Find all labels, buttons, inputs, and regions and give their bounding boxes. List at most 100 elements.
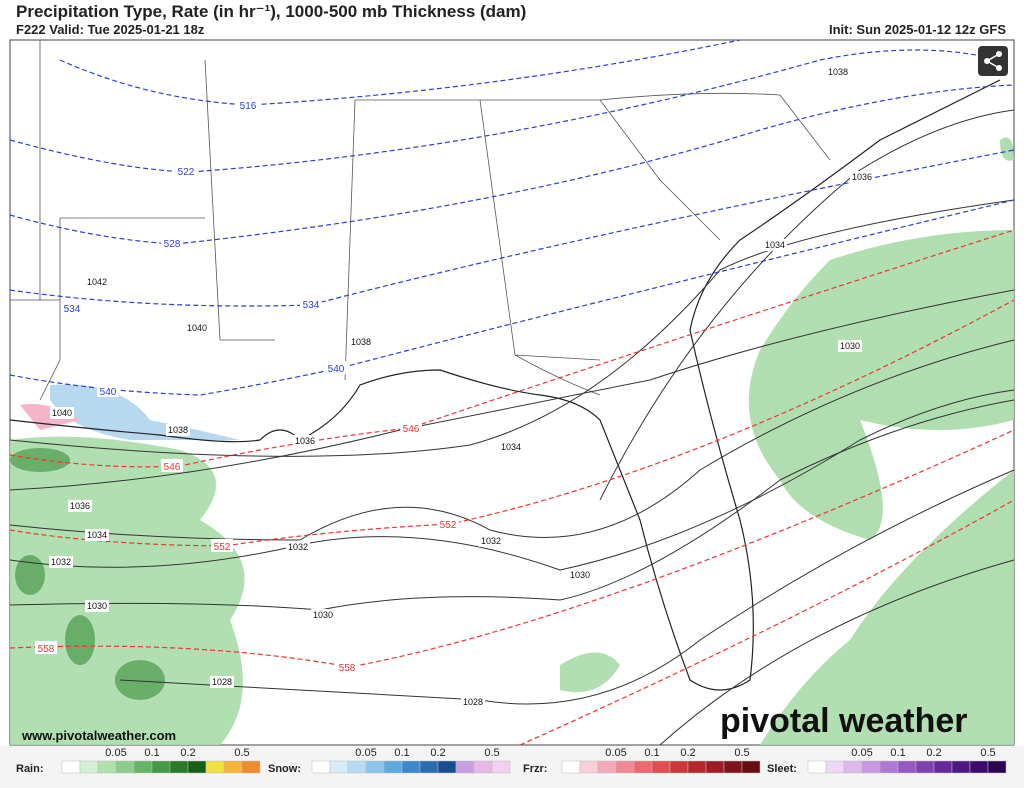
legend-tick: 0.5 [980,747,995,759]
legend-swatch [633,760,653,774]
legend-tick: 0.2 [180,747,195,759]
label-bg [479,535,503,547]
thickness-label: 540 [328,364,345,375]
thickness-label: 546 [164,462,181,473]
legend-name: Frzr: [523,763,547,775]
label-bg [166,424,190,436]
legend-swatch [491,760,511,774]
legend-swatch [187,760,207,774]
thickness-label: 540 [100,387,117,398]
label-bg [61,301,83,314]
legend-name: Sleet: [767,763,797,775]
pressure-label: 1036 [70,501,90,511]
pressure-label: 1038 [168,425,188,435]
legend: Rain: 0.05 0.1 0.2 0.5 Snow: 0.05 0.1 0.2 0.5 Frzr… [0,746,1024,788]
rain-area [748,230,1014,540]
pressure-label: 1034 [765,240,785,250]
rain-area [10,436,245,745]
label-bg [850,171,874,183]
legend-tick: 0.1 [144,747,159,759]
label-bg [85,600,109,612]
legend-name: Snow: [268,763,301,775]
legend-swatch [383,760,403,774]
pressure-label: 1030 [87,601,107,611]
label-bg [50,407,74,419]
legend-swatch [347,760,367,774]
label-bg [161,459,183,472]
legend-tick: 0.1 [890,747,905,759]
legend-swatch [419,760,439,774]
label-bg [35,641,57,654]
legend-tick: 0.2 [430,747,445,759]
pressure-label: 1030 [570,570,590,580]
thickness-label: 522 [178,167,195,178]
legend-swatch [223,760,243,774]
legend-swatch [473,760,493,774]
legend-swatch [579,760,599,774]
thickness-label: 558 [339,663,356,674]
pressure-label: 1030 [313,610,333,620]
legend-swatch [861,760,881,774]
legend-name: Rain: [16,763,44,775]
legend-swatch [79,760,99,774]
legend-swatch [723,760,743,774]
rain-area [760,470,1014,745]
legend-tick: 0.05 [605,747,626,759]
legend-swatch [843,760,863,774]
label-bg [763,239,787,251]
pressure-label: 1028 [212,677,232,687]
title: Precipitation Type, Rate (in hr⁻¹), 1000… [16,2,527,21]
legend-swatch [97,760,117,774]
legend-swatch [879,760,899,774]
label-bg [161,236,183,249]
label-bg [838,340,862,352]
legend-swatch [987,760,1007,774]
legend-tick: 0.1 [644,747,659,759]
rain-area [560,652,620,693]
pressure-label: 1036 [295,436,315,446]
legend-swatch [205,760,225,774]
thickness-label: 528 [164,239,181,250]
legend-swatch [311,760,331,774]
pressure-label: 1030 [840,341,860,351]
legend-swatch [561,760,581,774]
legend-swatch [969,760,989,774]
pressure-label: 1034 [87,530,107,540]
legend-swatch [951,760,971,774]
heavy-rain [10,448,165,700]
pressure-label: 1038 [351,337,371,347]
valid-time: F222 Valid: Tue 2025-01-21 18z [16,22,205,37]
pressure-label: 1028 [463,697,483,707]
label-bg [85,276,109,288]
label-bg [437,517,459,530]
legend-tick: 0.5 [484,747,499,759]
label-bg [293,435,317,447]
share-button[interactable] [978,46,1008,76]
pressure-label: 1040 [187,323,207,333]
label-bg [499,441,523,453]
legend-swatch [437,760,457,774]
legend-tick: 0.5 [734,747,749,759]
label-bg [185,322,209,334]
legend-swatch [455,760,475,774]
label-bg [349,336,373,348]
pressure-label: 1032 [481,536,501,546]
label-bg [85,529,109,541]
legend-tick: 0.05 [851,747,872,759]
label-bg [49,556,73,568]
legend-swatch [705,760,725,774]
thickness-label: 546 [403,424,420,435]
pressure-label: 1034 [501,442,521,452]
thickness-label: 534 [303,300,320,311]
thickness-label: 534 [64,304,81,315]
legend-swatch [169,760,189,774]
pressure-label: 1042 [87,277,107,287]
legend-tick: 0.1 [394,747,409,759]
legend-swatch [151,760,171,774]
precip-areas [10,137,1014,745]
thickness-label: 558 [38,644,55,655]
legend-tick: 0.2 [926,747,941,759]
label-bg [68,500,92,512]
pressure-contours [9,109,1015,746]
